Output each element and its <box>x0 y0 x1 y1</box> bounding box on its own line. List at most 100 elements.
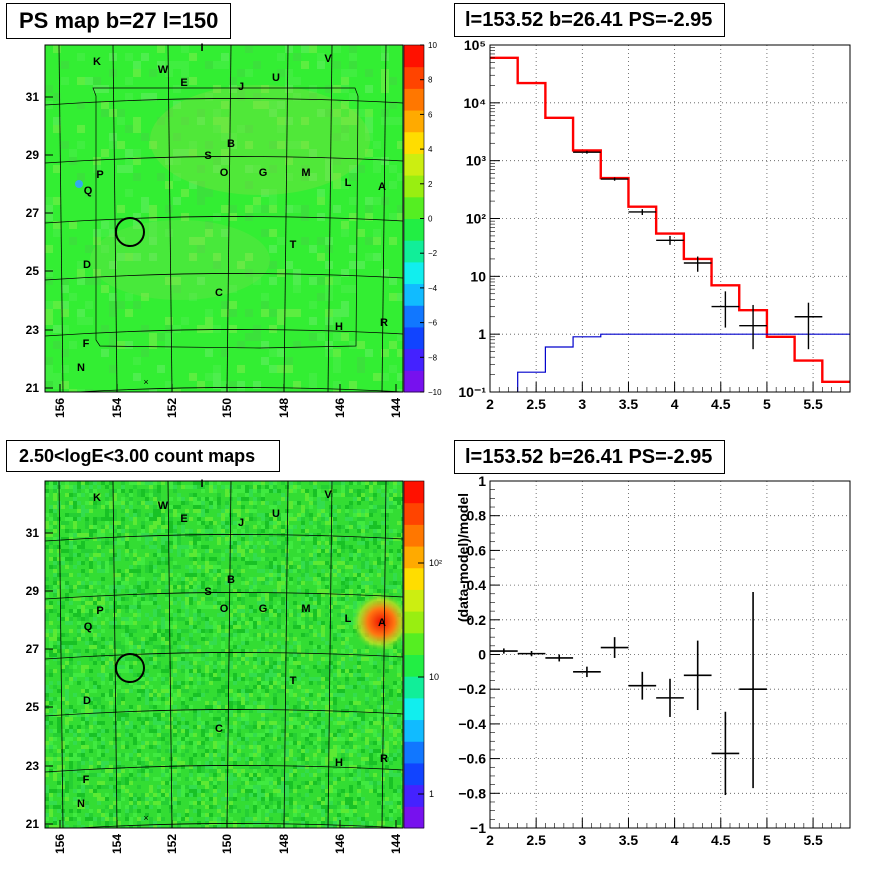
y-tick-label: 25 <box>26 264 40 278</box>
x-tick-label: 3 <box>578 832 586 848</box>
x-tick-label: 144 <box>389 398 403 418</box>
y-tick-label: 0.2 <box>467 612 487 628</box>
source-label-r: R <box>380 317 388 329</box>
y-tick-label: 21 <box>26 817 40 831</box>
colorbar-cell <box>404 806 424 829</box>
colorbar-cell <box>404 110 424 133</box>
x-tick-label: 146 <box>333 834 347 854</box>
source-label-j: J <box>238 517 244 529</box>
x-tick-label: 2 <box>486 832 494 848</box>
cold-spot <box>75 180 83 188</box>
source-label-l: L <box>345 613 352 625</box>
source-label-s: S <box>204 586 211 598</box>
source-label-n: N <box>77 798 85 810</box>
source-label-f: F <box>83 338 90 350</box>
source-label-p: P <box>96 605 103 617</box>
x-tick-label: 152 <box>165 398 179 418</box>
y-tick-label: 29 <box>26 148 40 162</box>
colorbar-cell <box>404 305 424 328</box>
colorbar-tick-label: −10 <box>428 388 442 397</box>
y-tick-label: 31 <box>26 90 40 104</box>
x-tick-label: 154 <box>110 834 124 854</box>
x-tick-label: 5 <box>763 832 771 848</box>
cross-marker: × <box>143 377 148 387</box>
colorbar-cell <box>404 153 424 176</box>
source-label-k: K <box>93 56 101 68</box>
diffuse-excess <box>90 220 270 300</box>
y-tick-label: 23 <box>26 759 40 773</box>
map-frame <box>44 44 404 393</box>
colorbar-tick-label: 10² <box>429 558 442 568</box>
spectrum-panel: l=153.52 b=26.41 PS=-2.95 2 2.5 3 3.5 4 4.5 5 5… <box>448 0 896 436</box>
y-tick-label: 10⁻¹ <box>458 384 486 400</box>
colorbar-cell <box>404 611 424 634</box>
colorbar-tick-label: −8 <box>428 353 438 362</box>
source-label-d: D <box>83 259 91 271</box>
residual-plot: 2 2.5 3 3.5 4 4.5 5 5.5 −1 −0.8 −0.6 −0.4 −0.2 0 0.2 0.… <box>455 473 851 848</box>
source-label-q: Q <box>84 621 93 633</box>
x-tick-label: 5.5 <box>803 396 823 412</box>
y-tick-label: 10⁴ <box>464 95 487 111</box>
count-map-title: 2.50<logE<3.00 count maps <box>6 440 281 472</box>
colorbar-cell <box>404 88 424 111</box>
y-tick-label: 10 <box>470 268 486 284</box>
x-tick-label: 148 <box>277 834 291 854</box>
x-tick-label: 154 <box>110 398 124 418</box>
y-tick-label: 1 <box>478 473 486 489</box>
target-circle-marker <box>115 217 145 247</box>
colorbar-cell <box>404 589 424 612</box>
x-tick-label: 3.5 <box>619 832 639 848</box>
cross-marker: × <box>143 813 148 823</box>
colorbar-tick-label: 10 <box>428 41 437 50</box>
y-tick-label: −0.2 <box>458 681 486 697</box>
y-tick-label: 0.6 <box>467 542 487 558</box>
x-tick-label: 4.5 <box>711 396 731 412</box>
x-tick-label: 150 <box>220 398 234 418</box>
y-tick-label: 21 <box>26 381 40 395</box>
x-tick-label: 2 <box>486 396 494 412</box>
source-label-a: A <box>378 181 386 193</box>
ps-map-title: PS map b=27 l=150 <box>6 3 232 39</box>
colorbar-cell <box>404 261 424 285</box>
target-circle-marker <box>115 653 145 683</box>
colorbar-cell <box>404 45 424 68</box>
y-tick-label: 27 <box>26 206 40 220</box>
colorbar-tick-label: 6 <box>428 110 433 119</box>
map-frame <box>44 480 404 829</box>
x-tick-label: 156 <box>53 398 67 418</box>
colorbar-cell <box>404 697 424 721</box>
colorbar-tick-label: 10 <box>429 672 439 682</box>
source-label-h: H <box>335 321 343 333</box>
colorbar-cell <box>404 502 424 525</box>
colorbar-cell <box>404 719 424 742</box>
diffuse-excess <box>150 85 370 195</box>
y-tick-label: 31 <box>26 526 40 540</box>
x-tick-label: 4.5 <box>711 832 731 848</box>
source-label-h: H <box>335 757 343 769</box>
y-tick-label: −0.4 <box>458 716 486 732</box>
colorbar-cell <box>404 784 424 807</box>
x-tick-label: 2.5 <box>526 396 546 412</box>
x-tick-label: 5.5 <box>803 832 823 848</box>
background-histogram <box>517 333 850 392</box>
x-tick-label: 3.5 <box>619 396 639 412</box>
colorbar-cell <box>404 283 424 306</box>
source-label-c: C <box>215 723 223 735</box>
x-tick-label: 148 <box>277 398 291 418</box>
x-tick-label: 2.5 <box>526 832 546 848</box>
source-label-k: K <box>93 492 101 504</box>
colorbar-cell <box>404 240 424 263</box>
source-label-t: T <box>290 239 297 251</box>
source-label-w: W <box>158 500 169 512</box>
x-tick-label: 146 <box>333 398 347 418</box>
source-label-p: P <box>96 169 103 181</box>
colorbar-cell <box>404 218 424 241</box>
source-label-u: U <box>272 72 280 84</box>
colorbar-tick-label: −6 <box>428 319 438 328</box>
source-label-v: V <box>324 53 332 65</box>
region-outline <box>92 87 359 349</box>
source-label-e: E <box>180 513 187 525</box>
colorbar-tick-label: 8 <box>428 76 433 85</box>
y-tick-label: 0.4 <box>467 577 487 593</box>
